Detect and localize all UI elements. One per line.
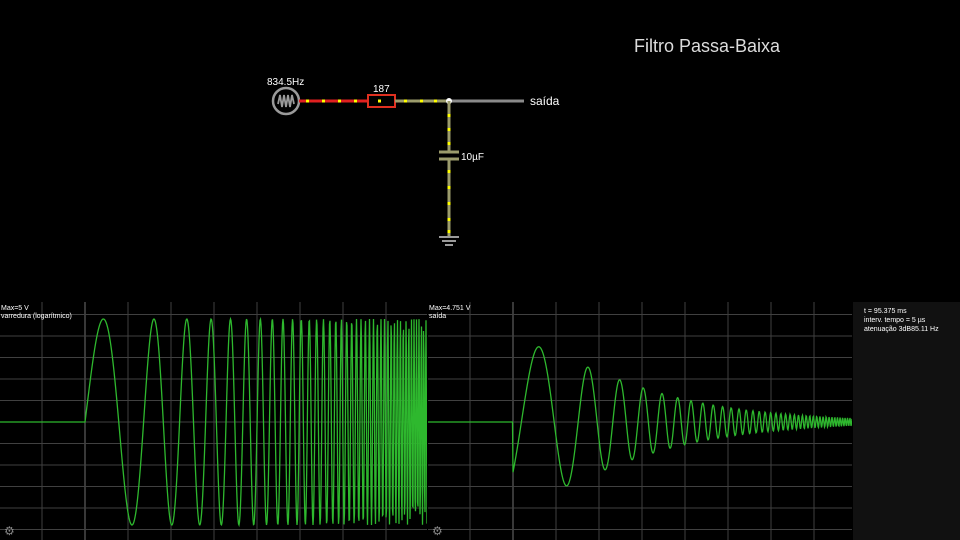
current-dots-4	[447, 170, 451, 233]
current-dots-2	[404, 99, 437, 103]
current-dots-1	[306, 99, 357, 103]
info-text: t = 95.375 ms interv. tempo = 5 µs atenu…	[864, 307, 939, 334]
info-time: t = 95.375 ms	[864, 308, 907, 315]
gear-icon[interactable]: ⚙	[4, 524, 15, 538]
scope-input-signal-label: varredura (logarítmico)	[1, 313, 72, 320]
scope-input-max-label: Max=5 V	[1, 305, 29, 312]
resistor-value-label: 187	[373, 84, 390, 95]
scope-input-plot	[0, 302, 427, 540]
info-panel	[853, 302, 960, 540]
circuit-title: Filtro Passa-Baixa	[634, 36, 781, 56]
signal-trace	[0, 316, 427, 528]
resistor[interactable]	[367, 94, 396, 108]
ground-icon[interactable]	[439, 236, 459, 246]
capacitor[interactable]	[439, 150, 459, 161]
scope-output-signal-label: saída	[429, 313, 447, 320]
scope-output[interactable]: Max=4.751 V saída ⚙	[428, 302, 852, 540]
scope-output-max-label: Max=4.751 V	[429, 305, 471, 312]
capacitor-value-label: 10µF	[461, 152, 484, 163]
signal-trace	[428, 346, 852, 487]
output-label[interactable]: saída	[530, 94, 560, 108]
info-attenuation: atenuação 3dB85.11 Hz	[864, 326, 939, 333]
circuit-canvas[interactable]: 834.5Hz 187 saída 10µF	[0, 0, 960, 300]
current-dots-3	[447, 114, 451, 145]
ac-source-icon[interactable]	[271, 86, 301, 116]
gear-icon[interactable]: ⚙	[432, 524, 443, 538]
info-interval: interv. tempo = 5 µs	[864, 317, 926, 324]
scope-output-plot	[428, 302, 852, 540]
source-frequency-label: 834.5Hz	[267, 77, 304, 88]
scope-input[interactable]: Max=5 V varredura (logarítmico) ⚙	[0, 302, 427, 540]
